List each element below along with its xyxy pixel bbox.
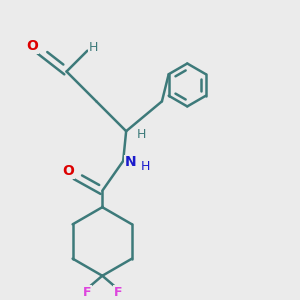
Text: F: F bbox=[114, 286, 122, 299]
Text: H: H bbox=[136, 128, 146, 141]
Text: H: H bbox=[141, 160, 150, 173]
Text: N: N bbox=[125, 155, 136, 170]
Text: O: O bbox=[62, 164, 74, 178]
Text: O: O bbox=[26, 39, 38, 53]
Text: F: F bbox=[82, 286, 91, 299]
Text: H: H bbox=[89, 41, 98, 54]
